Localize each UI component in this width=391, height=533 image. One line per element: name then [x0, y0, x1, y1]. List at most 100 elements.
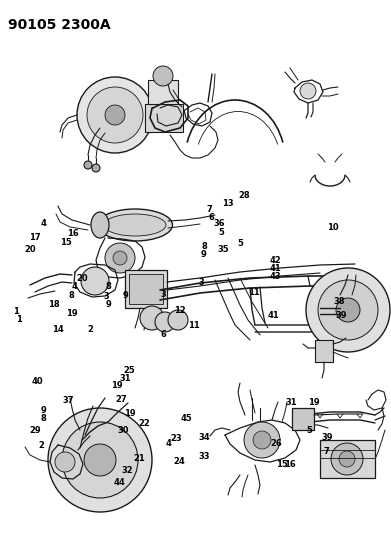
Text: 6: 6: [160, 330, 167, 339]
Ellipse shape: [104, 214, 166, 236]
Circle shape: [306, 268, 390, 352]
Circle shape: [48, 408, 152, 512]
Text: 39: 39: [335, 311, 347, 320]
Text: 5: 5: [218, 228, 224, 237]
Text: 15: 15: [60, 238, 72, 247]
Text: 20: 20: [76, 274, 88, 282]
Text: 5: 5: [237, 239, 243, 247]
Text: 31: 31: [119, 374, 131, 383]
Text: 1: 1: [16, 316, 22, 324]
Text: 39: 39: [322, 433, 334, 441]
Text: 10: 10: [326, 223, 338, 231]
Text: 28: 28: [239, 191, 250, 199]
Text: 34: 34: [199, 433, 210, 441]
Bar: [292, 408, 314, 430]
Text: 14: 14: [52, 325, 64, 334]
Circle shape: [140, 306, 164, 330]
Circle shape: [84, 444, 116, 476]
Circle shape: [92, 164, 100, 172]
Text: 7: 7: [324, 448, 329, 456]
Circle shape: [339, 451, 355, 467]
Circle shape: [253, 431, 271, 449]
Text: 38: 38: [334, 297, 345, 306]
Text: 43: 43: [270, 272, 282, 280]
Text: 5: 5: [306, 426, 312, 435]
Text: 16: 16: [284, 461, 296, 469]
Circle shape: [153, 66, 173, 86]
Circle shape: [244, 422, 280, 458]
Text: 4: 4: [165, 440, 171, 448]
Circle shape: [300, 83, 316, 99]
Text: 3: 3: [161, 290, 166, 298]
Bar: [129, 274, 163, 304]
Text: 41: 41: [270, 264, 282, 272]
Text: 44: 44: [113, 478, 125, 487]
Text: 27: 27: [115, 395, 127, 404]
Text: 3: 3: [199, 278, 204, 287]
Circle shape: [105, 105, 125, 125]
Text: 19: 19: [308, 398, 319, 407]
Text: 9: 9: [201, 251, 206, 259]
Text: 22: 22: [139, 419, 151, 428]
Text: 8: 8: [41, 415, 47, 423]
Text: 35: 35: [218, 245, 230, 254]
Text: 7: 7: [206, 205, 212, 214]
Text: 26: 26: [270, 439, 282, 448]
Circle shape: [105, 243, 135, 273]
Text: 9: 9: [123, 292, 129, 300]
Text: 41: 41: [268, 311, 280, 320]
Text: 19: 19: [111, 381, 123, 390]
Text: 21: 21: [133, 454, 145, 463]
Bar: [315, 340, 333, 362]
Text: 16: 16: [67, 229, 79, 238]
Text: 19: 19: [66, 309, 78, 318]
Circle shape: [87, 87, 143, 143]
Text: 8: 8: [201, 243, 207, 251]
Text: 37: 37: [63, 397, 74, 405]
Text: 9: 9: [41, 406, 47, 415]
Text: 40: 40: [31, 377, 43, 385]
Text: 29: 29: [29, 426, 41, 435]
Circle shape: [62, 422, 138, 498]
Text: 33: 33: [199, 452, 210, 461]
Text: 20: 20: [25, 245, 36, 254]
Text: 19: 19: [124, 409, 136, 418]
Text: 11: 11: [188, 321, 199, 329]
Text: 23: 23: [170, 434, 182, 442]
Text: 9: 9: [106, 301, 111, 309]
Circle shape: [113, 251, 127, 265]
Bar: [148, 80, 178, 104]
Circle shape: [84, 161, 92, 169]
Text: 13: 13: [222, 199, 233, 208]
Text: 4: 4: [71, 282, 77, 291]
Circle shape: [155, 312, 175, 332]
Circle shape: [55, 452, 75, 472]
Text: 6: 6: [208, 213, 214, 222]
Text: 18: 18: [48, 301, 60, 309]
Text: 32: 32: [121, 466, 133, 474]
Ellipse shape: [97, 209, 172, 241]
Text: 25: 25: [123, 366, 135, 375]
Text: 1: 1: [13, 308, 19, 316]
Text: 4: 4: [40, 220, 46, 228]
Text: 15: 15: [276, 461, 287, 469]
Text: 11: 11: [248, 288, 260, 296]
Text: 2: 2: [38, 441, 44, 450]
Bar: [320, 440, 375, 478]
Circle shape: [168, 310, 188, 330]
Text: 8: 8: [68, 291, 74, 300]
Ellipse shape: [91, 212, 109, 238]
Circle shape: [81, 267, 109, 295]
Text: 24: 24: [173, 457, 185, 466]
Text: 31: 31: [285, 398, 297, 407]
Bar: [125, 270, 167, 308]
Text: 3: 3: [104, 292, 109, 301]
Text: 30: 30: [117, 426, 129, 434]
Bar: [145, 104, 183, 132]
Circle shape: [77, 77, 153, 153]
Text: 45: 45: [181, 414, 193, 423]
Circle shape: [336, 298, 360, 322]
Text: 12: 12: [174, 306, 186, 314]
Text: 36: 36: [213, 220, 225, 228]
Text: 8: 8: [106, 282, 111, 291]
